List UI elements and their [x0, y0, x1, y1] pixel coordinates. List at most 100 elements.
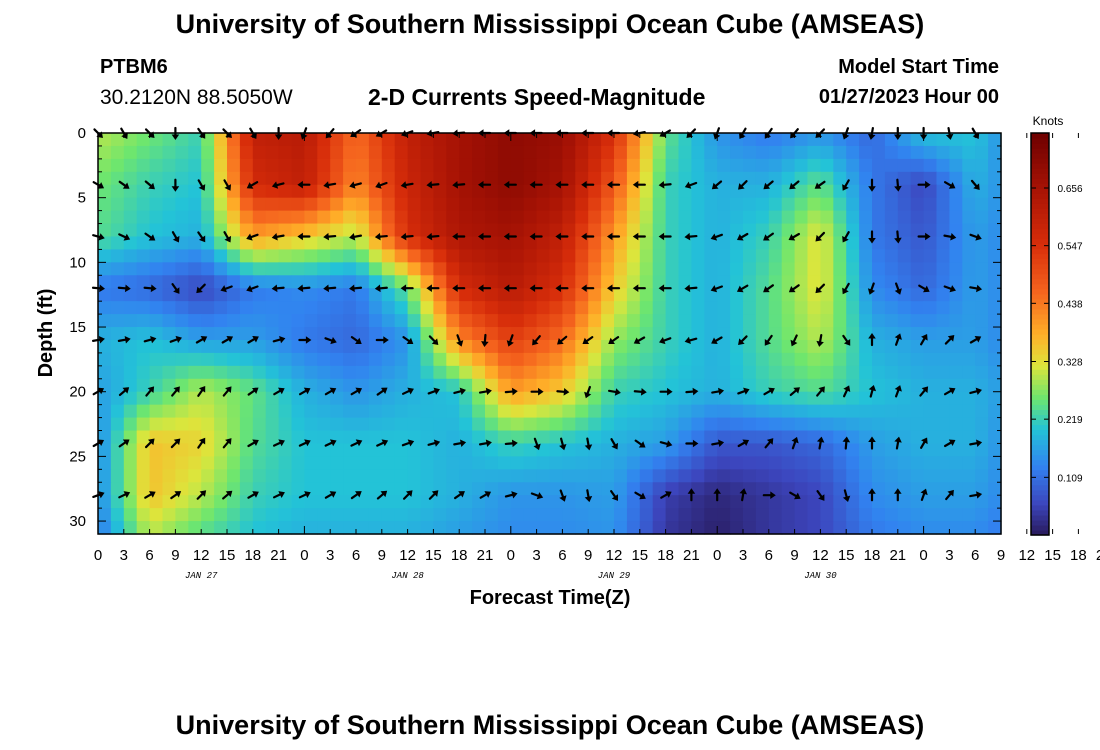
heat-cell [626, 417, 641, 432]
heat-cell [356, 314, 370, 328]
heat-cell [278, 158, 293, 173]
heat-cell [936, 133, 950, 147]
heat-cell [201, 171, 215, 186]
heat-cell [459, 184, 473, 199]
heat-cell [975, 352, 989, 367]
arrow-head [484, 491, 492, 498]
heat-cell [394, 171, 409, 186]
heat-cell [110, 495, 125, 509]
heat-cell [614, 184, 628, 199]
heat-cell [368, 197, 383, 212]
heat-cell [717, 521, 731, 535]
heat-cell [149, 145, 164, 160]
current-arrow [736, 232, 749, 241]
heat-cell [265, 482, 280, 496]
heat-cell [381, 327, 396, 341]
heat-cell [485, 417, 499, 432]
heat-cell [691, 508, 705, 522]
heat-cell [833, 197, 847, 212]
heat-cell [717, 184, 731, 199]
heat-cell [936, 288, 950, 302]
heat-cell [407, 262, 422, 276]
colorbar-segment [1031, 409, 1049, 415]
current-arrow [171, 283, 180, 294]
current-arrow [249, 127, 257, 140]
arrow-head [742, 439, 750, 447]
heat-cell [652, 456, 667, 470]
current-arrow [633, 336, 646, 345]
heat-cell [897, 236, 912, 251]
heat-cell [252, 210, 267, 225]
heat-cell [394, 275, 409, 289]
current-arrow [971, 127, 980, 140]
heat-cell [794, 352, 809, 367]
heat-cell [149, 314, 164, 328]
heat-cell [588, 262, 602, 276]
heat-cell [356, 223, 370, 238]
heat-cell [755, 314, 770, 328]
heat-cell [652, 365, 667, 380]
heat-cell [846, 236, 860, 251]
heat-cell [859, 158, 873, 173]
x-tick-label: 6 [971, 547, 979, 564]
heat-cell [691, 236, 705, 251]
heat-cell [459, 171, 473, 186]
heat-cell [304, 495, 318, 509]
heat-cell [446, 301, 460, 315]
heat-cell [317, 443, 331, 457]
heat-cell [523, 171, 538, 186]
heat-cell [781, 430, 796, 445]
heat-cell [343, 417, 357, 432]
current-arrow [222, 438, 232, 449]
heat-cell [678, 391, 692, 406]
heat-cell [639, 288, 654, 302]
arrow-head [252, 439, 259, 447]
arrow-head [426, 284, 432, 292]
heat-cell [575, 417, 589, 432]
heat-cell [807, 430, 821, 445]
current-arrow [222, 490, 233, 500]
heat-cell [601, 145, 615, 160]
heat-cell [652, 236, 667, 251]
heat-cell [381, 171, 396, 186]
arrow-head [843, 385, 851, 392]
arrow-head [894, 436, 902, 443]
heat-cell [368, 430, 383, 445]
heat-cell [626, 391, 641, 406]
heat-cell [317, 430, 331, 445]
heat-cell [975, 417, 989, 432]
heat-cell [356, 171, 370, 186]
arrow-head [559, 495, 567, 502]
current-arrow [710, 285, 723, 293]
heat-cell [523, 327, 538, 341]
heat-cell [162, 508, 176, 522]
heat-cell [846, 327, 860, 341]
heat-cell [833, 495, 847, 509]
arrow-head [329, 491, 337, 498]
current-arrow [171, 231, 180, 243]
heat-cell [214, 145, 228, 160]
heat-cell [239, 365, 254, 380]
heat-cell [123, 365, 138, 380]
colorbar-segment [1031, 178, 1049, 184]
arrow-head [271, 181, 279, 189]
heat-cell [227, 391, 241, 406]
current-arrow [816, 490, 825, 501]
heat-cell [820, 521, 834, 535]
arrow-head [124, 335, 131, 344]
heat-cell [123, 288, 138, 302]
heat-cell [988, 469, 1002, 483]
heat-cell [652, 352, 667, 367]
heat-cell [175, 158, 189, 173]
heat-cell [665, 508, 680, 522]
heat-cell [923, 521, 938, 535]
heat-cell [614, 145, 628, 160]
current-arrow [607, 180, 621, 189]
arrow-head [736, 285, 744, 293]
heat-cell [510, 288, 525, 302]
heat-cell [781, 378, 796, 393]
heat-cell [678, 508, 692, 522]
current-arrow [298, 387, 311, 396]
heat-cell [356, 158, 370, 173]
heat-cell [562, 210, 576, 225]
